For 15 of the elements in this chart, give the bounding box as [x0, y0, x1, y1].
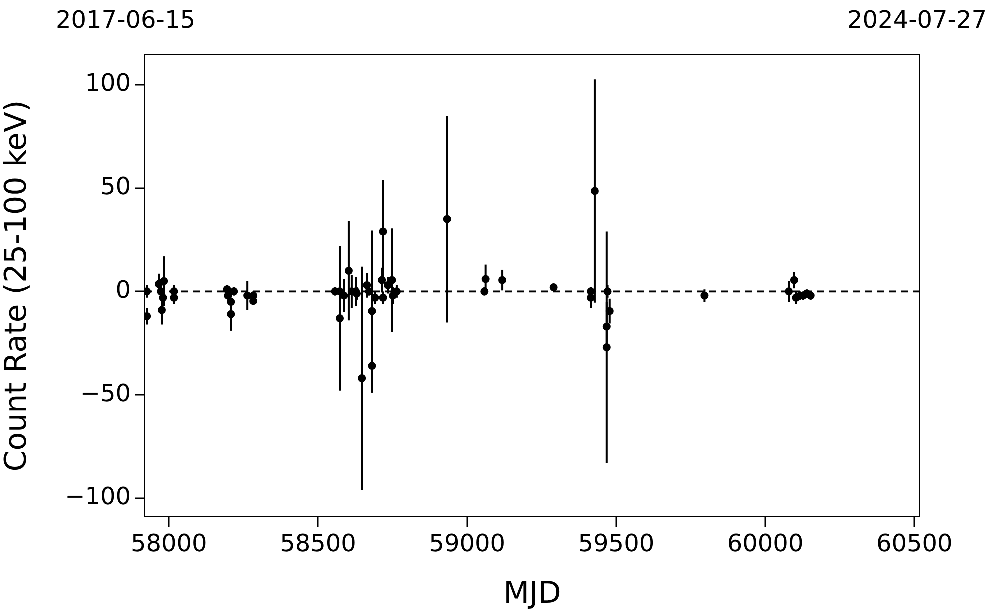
x-tick-label: 60500 [876, 530, 953, 558]
x-tick-label: 60000 [727, 530, 804, 558]
text: 2017-06-15 [56, 6, 196, 34]
y-tick-label: −100 [65, 482, 131, 511]
text: 2024-07-27 [848, 6, 987, 34]
y-axis-title: Count Rate (25-100 keV) [0, 100, 34, 472]
y-tick-label: 100 [85, 69, 131, 98]
x-tick-label: 59500 [578, 530, 655, 558]
x-tick-label: 58500 [280, 530, 356, 558]
y-tick-label: 50 [100, 172, 131, 201]
x-tick-label: 59000 [429, 530, 506, 558]
x-axis-title: MJD [504, 576, 562, 611]
x-tick-label: 58000 [130, 530, 208, 558]
y-tick-label: −50 [80, 379, 131, 408]
y-tick-label: 0 [116, 276, 131, 304]
